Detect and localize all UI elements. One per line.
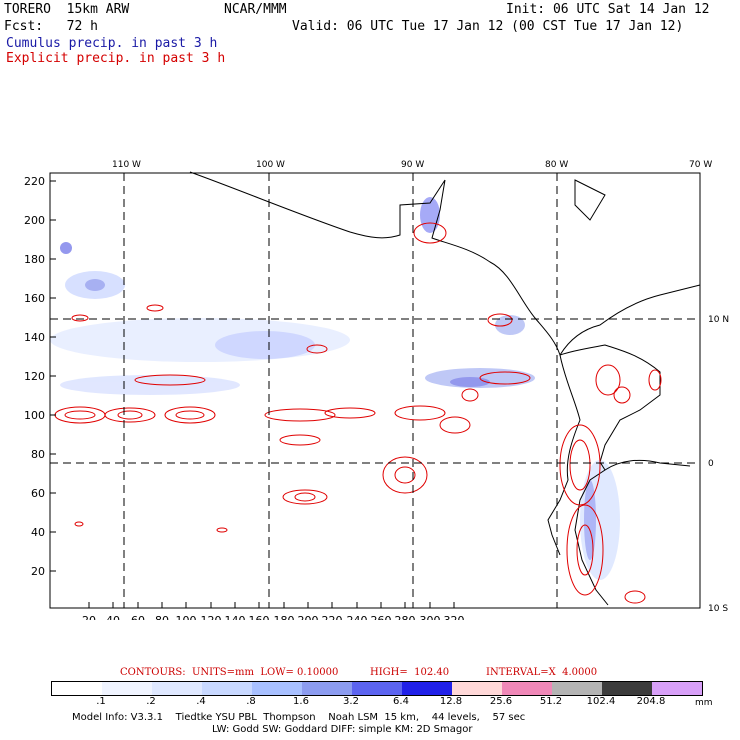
x-tick-label: 120: [201, 614, 222, 620]
colorbar-label: 204.8: [636, 696, 666, 707]
colorbar-label: .8: [246, 696, 256, 707]
coastlines: [189, 171, 701, 606]
y-tick-label: 100: [24, 409, 45, 422]
physics-info: LW: Godd SW: Goddard DIFF: simple KM: 2D…: [212, 724, 473, 735]
y-tick-label: 220: [24, 175, 45, 188]
lon-label: 70 W: [689, 160, 712, 170]
y-tick-label: 40: [31, 526, 45, 539]
y-tick-label: 180: [24, 253, 45, 266]
colorbar-label: 102.4: [586, 696, 616, 707]
x-tick-label: 220: [322, 614, 343, 620]
colorbar-segment: [252, 682, 302, 695]
colorbar-segment: [652, 682, 702, 695]
lat-label: 10 S: [708, 604, 728, 614]
x-tick-label: 180: [274, 614, 295, 620]
colorbar-unit: mm: [695, 698, 713, 708]
contour-interval: INTERVAL=X 4.0000: [486, 667, 598, 678]
colorbar-label: 1.6: [293, 696, 309, 707]
organization-label: NCAR/MMM: [224, 2, 287, 17]
colorbar-segment: [352, 682, 402, 695]
map-frame: [49, 172, 701, 609]
x-tick-label: 80: [155, 614, 169, 620]
y-tick-label: 20: [31, 565, 45, 578]
x-tick-label: 280: [395, 614, 416, 620]
colorbar-segment: [202, 682, 252, 695]
explicit-precip-contours: [54, 222, 662, 604]
forecast-hour: Fcst: 72 h: [4, 19, 98, 34]
colorbar-label: 25.6: [489, 696, 513, 707]
x-tick-label: 200: [298, 614, 319, 620]
lon-label: 90 W: [401, 160, 424, 170]
x-tick-label: 40: [106, 614, 120, 620]
colorbar-label: .1: [96, 696, 106, 707]
colorbar-label: .2: [146, 696, 156, 707]
colorbar-segment: [52, 682, 102, 695]
init-time: Init: 06 UTC Sat 14 Jan 12: [506, 2, 710, 17]
explicit-precip-label: Explicit precip. in past 3 h: [6, 51, 226, 66]
precip-map: 110 W 100 W 90 W 80 W 70 W 10 N 0 10 S 2…: [24, 160, 729, 620]
y-tick-label: 160: [24, 292, 45, 305]
x-tick-label: 300: [420, 614, 441, 620]
x-tick-label: 20: [82, 614, 96, 620]
x-tick-label: 60: [131, 614, 145, 620]
y-tick-label: 200: [24, 214, 45, 227]
contour-units: CONTOURS: UNITS=mm LOW= 0.10000: [120, 667, 339, 678]
graticule: [50, 173, 700, 608]
cumulus-precip-label: Cumulus precip. in past 3 h: [6, 36, 218, 51]
x-tick-label: 240: [347, 614, 368, 620]
y-tick-label: 140: [24, 331, 45, 344]
colorbar-labels: .1 .2 .4 .8 1.6 3.2 6.4 12.8 25.6 51.2 102.4 204.8: [51, 696, 701, 708]
lon-label: 100 W: [256, 160, 285, 170]
lon-label: 80 W: [545, 160, 568, 170]
cumulus-shading: [50, 197, 620, 580]
colorbar-segment: [152, 682, 202, 695]
colorbar-segment: [502, 682, 552, 695]
model-info: Model Info: V3.3.1 Tiedtke YSU PBL Thomp…: [72, 712, 526, 723]
colorbar-label: 51.2: [539, 696, 563, 707]
x-tick-label: 100: [176, 614, 197, 620]
colorbar-segment: [452, 682, 502, 695]
colorbar-segment: [302, 682, 352, 695]
colorbar-label: .4: [196, 696, 206, 707]
y-tick-label: 80: [31, 448, 45, 461]
contour-high: HIGH= 102.40: [370, 667, 450, 678]
colorbar-segment: [402, 682, 452, 695]
x-tick-label: 260: [371, 614, 392, 620]
x-tick-label: 160: [249, 614, 270, 620]
y-tick-label: 120: [24, 370, 45, 383]
colorbar-segment: [552, 682, 602, 695]
lat-label: 0: [708, 459, 714, 469]
colorbar-segment: [102, 682, 152, 695]
colorbar: [51, 681, 703, 696]
model-title: TORERO 15km ARW: [4, 2, 130, 17]
colorbar-label: 6.4: [393, 696, 409, 707]
x-tick-label: 320: [444, 614, 465, 620]
colorbar-segment: [602, 682, 652, 695]
lat-label: 10 N: [708, 315, 729, 325]
lon-label: 110 W: [112, 160, 141, 170]
y-tick-label: 60: [31, 487, 45, 500]
valid-time: Valid: 06 UTC Tue 17 Jan 12 (00 CST Tue …: [292, 19, 684, 34]
colorbar-label: 3.2: [343, 696, 359, 707]
x-tick-label: 140: [225, 614, 246, 620]
colorbar-label: 12.8: [439, 696, 463, 707]
